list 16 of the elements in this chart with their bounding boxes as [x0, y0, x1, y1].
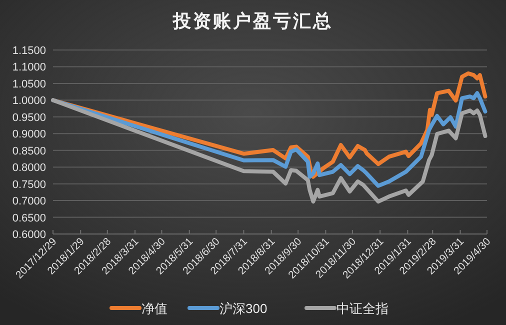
y-tick-label: 0.9500 [12, 112, 46, 124]
y-tick-label: 1.1000 [12, 62, 46, 74]
legend-label: 净值 [142, 301, 168, 316]
y-tick-label: 0.7500 [12, 178, 46, 191]
y-tick-label: 1.0500 [12, 78, 46, 90]
y-tick-label: 1.1500 [12, 45, 46, 57]
y-tick-label: 0.8000 [12, 162, 46, 174]
y-tick-label: 0.6000 [12, 229, 46, 241]
y-tick-label: 1.0000 [12, 95, 46, 108]
y-tick-label: 0.6500 [12, 212, 46, 224]
y-tick-label: 0.7000 [12, 196, 46, 208]
y-tick-label: 0.9000 [12, 128, 46, 141]
y-tick-label: 0.8500 [12, 145, 46, 158]
legend-label: 中证全指 [336, 301, 388, 316]
chart-title: 投资账户盈亏汇总 [172, 11, 333, 31]
legend-label: 沪深300 [220, 301, 268, 316]
